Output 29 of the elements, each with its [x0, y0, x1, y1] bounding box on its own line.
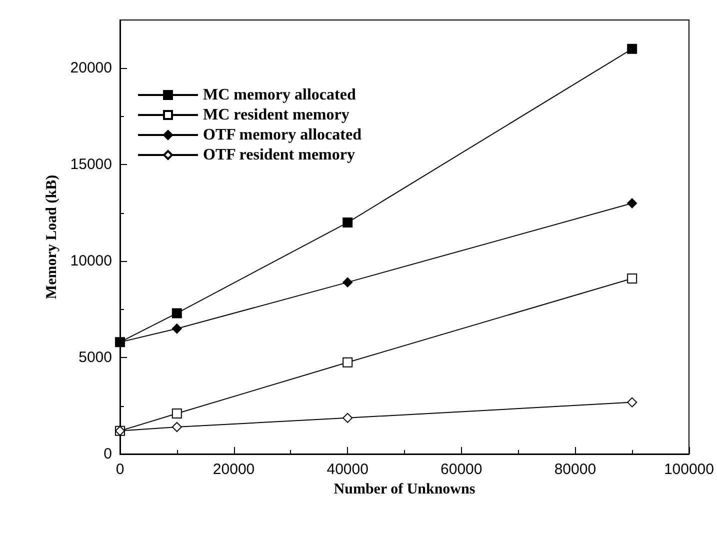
y-axis-title: Memory Load (kB)	[44, 174, 60, 300]
point	[342, 277, 353, 288]
point	[627, 397, 638, 408]
x-tick-label: 60000	[440, 461, 482, 478]
x-axis-title: Number of Unknowns	[334, 481, 476, 498]
x-tick-label: 100000	[664, 461, 714, 478]
y-tick-label: 20000	[70, 60, 112, 77]
point	[172, 324, 182, 334]
point	[627, 198, 638, 208]
legend-label: MC resident memory	[203, 106, 350, 124]
legend-label: OTF resident memory	[203, 146, 355, 164]
point	[342, 218, 353, 228]
point	[172, 422, 182, 432]
point	[342, 357, 353, 368]
point	[627, 273, 638, 284]
x-tick-label: 40000	[326, 461, 368, 478]
y-tick-label: 15000	[70, 156, 112, 174]
point	[172, 308, 182, 318]
x-tick-label: 80000	[554, 461, 596, 478]
y-tick-label: 0	[104, 446, 112, 462]
legend-label: MC memory allocated	[203, 86, 356, 104]
legend-label: OTF memory allocated	[203, 126, 362, 144]
point	[342, 412, 353, 423]
y-tick-label: 5000	[78, 349, 112, 366]
point	[627, 44, 638, 54]
y-tick-label: 10000	[70, 252, 112, 270]
x-tick-label: 20000	[212, 461, 255, 478]
x-tick-label: 0	[116, 461, 124, 478]
point	[172, 408, 182, 418]
